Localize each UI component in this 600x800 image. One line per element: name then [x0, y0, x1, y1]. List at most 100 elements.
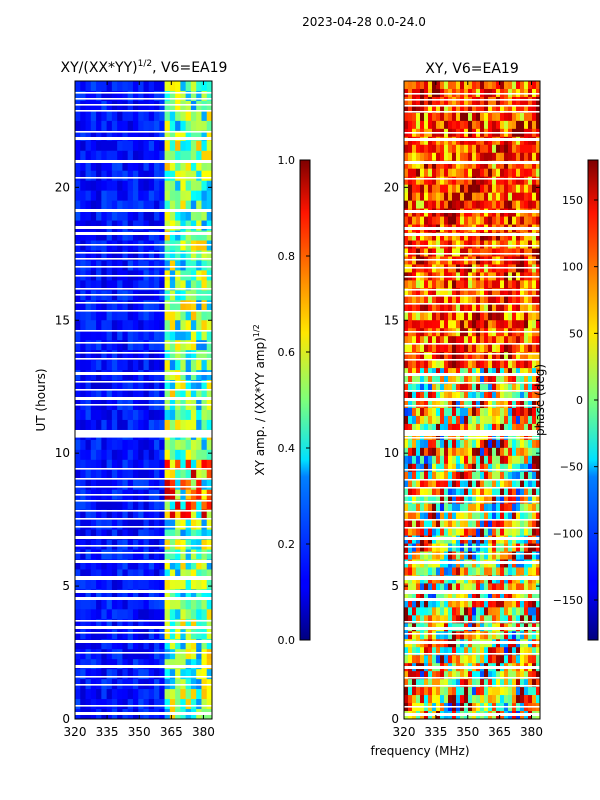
phase-cell	[520, 447, 525, 457]
phase-cell	[512, 81, 517, 90]
phase-cell	[452, 368, 457, 377]
phase-cell	[524, 176, 529, 186]
phase-cell	[528, 599, 533, 608]
phase-cell	[440, 439, 445, 449]
left-ytick-label: 0	[62, 712, 70, 726]
phase-cell	[452, 256, 457, 265]
phase-cell	[436, 447, 441, 457]
phase-cell	[488, 631, 493, 640]
phase-cell	[468, 511, 473, 521]
phase-cell	[404, 160, 409, 170]
phase-cell	[492, 431, 497, 441]
phase-cell	[412, 519, 417, 529]
phase-cell	[416, 112, 421, 122]
amplitude-cell	[111, 609, 118, 620]
phase-cell	[532, 192, 537, 202]
phase-cell	[412, 184, 417, 194]
amplitude-cell	[111, 150, 118, 162]
amplitude-cell	[85, 669, 92, 680]
amplitude-cell	[190, 649, 197, 660]
phase-cell	[420, 671, 425, 680]
phase-cell	[488, 487, 493, 497]
amplitude-cell	[148, 469, 155, 481]
phase-cell	[492, 136, 497, 146]
amplitude-cell	[111, 529, 118, 541]
phase-cell	[460, 248, 465, 257]
amplitude-cell	[80, 619, 87, 630]
phase-cell	[500, 407, 505, 417]
phase-cell	[440, 376, 445, 385]
phase-cell	[424, 288, 429, 297]
phase-cell	[436, 296, 441, 305]
phase-cell	[500, 463, 505, 473]
phase-cell	[488, 687, 493, 696]
phase-cell	[532, 400, 537, 409]
phase-cell	[444, 288, 449, 297]
phase-cell	[516, 671, 521, 680]
phase-cell	[412, 288, 417, 297]
phase-cell	[524, 631, 529, 640]
phase-cell	[420, 344, 425, 353]
phase-cell	[472, 184, 477, 194]
amplitude-cell	[85, 230, 92, 241]
phase-cell	[512, 655, 517, 664]
amplitude-cell	[111, 220, 118, 232]
phase-cell	[532, 120, 537, 130]
phase-cell	[508, 687, 513, 696]
phase-cell	[448, 280, 453, 289]
amplitude-cell	[75, 559, 81, 570]
amplitude-cell	[169, 380, 176, 391]
phase-cell	[472, 120, 477, 130]
amplitude-cell	[111, 170, 118, 182]
phase-cell	[428, 200, 433, 210]
flagged-gap	[75, 244, 212, 246]
phase-cell	[456, 607, 461, 616]
phase-cell	[432, 81, 437, 90]
phase-cell	[464, 567, 469, 576]
phase-cell	[444, 136, 449, 146]
phase-cell	[496, 392, 501, 401]
phase-cell	[532, 256, 537, 265]
amplitude-cell	[148, 220, 155, 232]
phase-cell	[440, 216, 445, 226]
amplitude-cell	[75, 190, 81, 202]
phase-cell	[516, 360, 521, 369]
phase-cell	[424, 256, 429, 265]
amplitude-cell	[85, 160, 92, 172]
amplitude-cell	[154, 569, 160, 580]
phase-cell	[480, 352, 485, 361]
amplitude-cell	[75, 360, 81, 371]
phase-cell	[532, 583, 537, 592]
amplitude-cell	[196, 579, 202, 590]
flagged-gap	[404, 331, 540, 333]
amplitude-cell	[190, 230, 197, 241]
phase-cell	[460, 376, 465, 385]
phase-cell	[508, 120, 513, 130]
phase-cell	[416, 264, 421, 273]
amplitude-cell	[138, 699, 144, 710]
phase-cell	[440, 471, 445, 481]
flagged-gap	[75, 330, 212, 332]
phase-cell	[408, 200, 413, 210]
phase-cell	[528, 439, 533, 449]
amplitude-cell	[127, 390, 134, 401]
amplitude-cell	[196, 210, 202, 222]
phase-cell	[480, 447, 485, 457]
phase-cell	[536, 176, 540, 186]
phase-cell	[516, 280, 521, 289]
phase-cell	[528, 264, 533, 273]
phase-cell	[488, 176, 493, 186]
phase-cell	[412, 360, 417, 369]
amplitude-cell	[164, 160, 171, 172]
amplitude-cell	[75, 350, 81, 361]
phase-cell	[480, 415, 485, 425]
phase-cell	[448, 487, 453, 497]
amplitude-cell	[175, 250, 181, 261]
amplitude-cell	[175, 130, 181, 142]
amplitude-cell	[190, 409, 197, 421]
amplitude-cell	[132, 519, 139, 531]
amplitude-cell	[164, 619, 171, 630]
phase-cell	[428, 607, 433, 616]
amplitude-cell	[80, 110, 87, 122]
phase-cell	[460, 431, 465, 441]
